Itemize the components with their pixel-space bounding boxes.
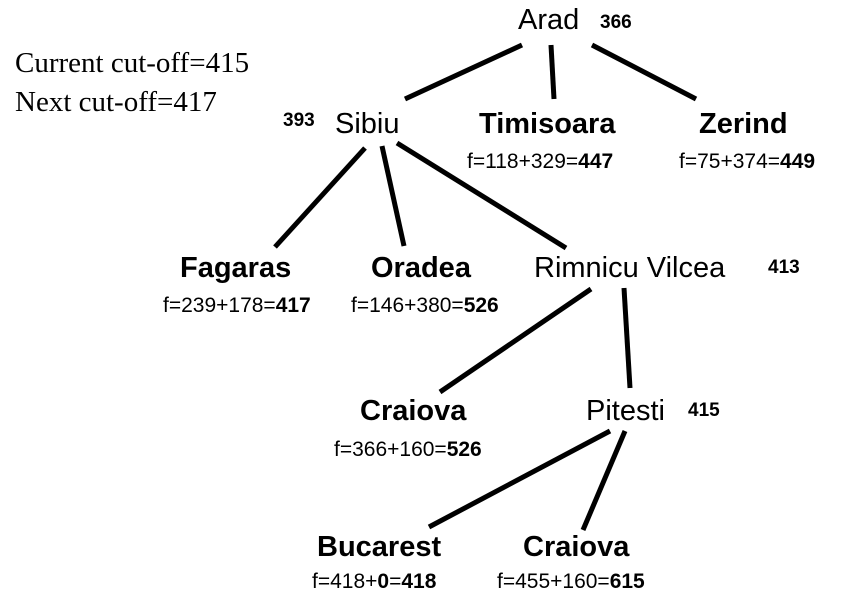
node-bucarest-formula-a: f=418+ bbox=[312, 570, 377, 593]
node-timisoara-formula-prefix: f=118+329= bbox=[467, 150, 578, 173]
node-arad: Arad 366 bbox=[518, 4, 632, 36]
next-cutoff-label: Next cut-off=417 bbox=[15, 86, 217, 118]
node-bucarest-formula: f=418+0=418 bbox=[312, 570, 437, 593]
node-fagaras-formula: f=239+178=417 bbox=[163, 294, 311, 317]
node-craiova-rimnicu-formula: f=366+160=526 bbox=[334, 438, 482, 461]
edge-sibiu-oradea bbox=[379, 145, 407, 247]
node-bucarest: Bucarest f=418+0=418 bbox=[312, 531, 441, 593]
node-craiova-pitesti-formula-prefix: f=455+160= bbox=[497, 570, 610, 593]
node-craiova-pitesti-name: Craiova bbox=[523, 531, 630, 563]
node-sibiu: 393 Sibiu bbox=[283, 108, 400, 140]
node-craiova-pitesti: Craiova f=455+160=615 bbox=[497, 531, 645, 593]
node-zerind-formula-prefix: f=75+374= bbox=[679, 150, 780, 173]
edge-rimnicu-craiova bbox=[438, 286, 593, 395]
node-fagaras-formula-prefix: f=239+178= bbox=[163, 294, 276, 317]
edge-pitesti-bucarest bbox=[427, 428, 612, 530]
tree-edges bbox=[273, 42, 698, 531]
edge-arad-sibiu bbox=[403, 42, 524, 102]
node-zerind-formula: f=75+374=449 bbox=[679, 150, 815, 173]
node-fagaras: Fagaras f=239+178=417 bbox=[163, 252, 311, 317]
node-timisoara: Timisoara f=118+329=447 bbox=[467, 108, 616, 173]
node-bucarest-formula-c: = bbox=[389, 570, 401, 593]
node-craiova-rimnicu-formula-total: 526 bbox=[447, 438, 482, 461]
edge-sibiu-fagaras bbox=[273, 146, 367, 249]
node-oradea-name: Oradea bbox=[371, 252, 472, 284]
node-pitesti-value: 415 bbox=[688, 400, 720, 421]
node-oradea: Oradea f=146+380=526 bbox=[351, 252, 499, 317]
node-bucarest-formula-total: 418 bbox=[401, 570, 436, 593]
current-cutoff-label: Current cut-off=415 bbox=[15, 47, 249, 79]
node-bucarest-formula-b: 0 bbox=[377, 570, 389, 593]
node-craiova-pitesti-formula-total: 615 bbox=[610, 570, 645, 593]
node-oradea-formula: f=146+380=526 bbox=[351, 294, 499, 317]
node-craiova-pitesti-formula: f=455+160=615 bbox=[497, 570, 645, 593]
node-timisoara-formula-total: 447 bbox=[578, 150, 613, 173]
edge-rimnicu-pitesti bbox=[621, 287, 633, 389]
node-craiova-rimnicu: Craiova f=366+160=526 bbox=[334, 395, 482, 461]
node-fagaras-name: Fagaras bbox=[180, 252, 291, 284]
node-craiova-rimnicu-name: Craiova bbox=[360, 395, 467, 427]
node-timisoara-formula: f=118+329=447 bbox=[467, 150, 613, 173]
node-zerind: Zerind f=75+374=449 bbox=[679, 108, 815, 173]
node-arad-value: 366 bbox=[600, 12, 632, 33]
node-rimnicu-vilcea: Rimnicu Vilcea 413 bbox=[534, 252, 800, 284]
node-sibiu-name: Sibiu bbox=[335, 108, 400, 140]
edge-arad-timisoara bbox=[548, 44, 557, 100]
node-pitesti: Pitesti 415 bbox=[586, 395, 720, 427]
node-rimnicu-vilcea-name: Rimnicu Vilcea bbox=[534, 252, 726, 284]
node-bucarest-name: Bucarest bbox=[317, 531, 441, 563]
node-zerind-formula-total: 449 bbox=[780, 150, 815, 173]
node-zerind-name: Zerind bbox=[699, 108, 788, 140]
node-fagaras-formula-total: 417 bbox=[276, 294, 311, 317]
edge-pitesti-craiova bbox=[580, 430, 628, 531]
node-oradea-formula-total: 526 bbox=[464, 294, 499, 317]
node-rimnicu-vilcea-value: 413 bbox=[768, 257, 800, 278]
node-craiova-rimnicu-formula-prefix: f=366+160= bbox=[334, 438, 447, 461]
node-oradea-formula-prefix: f=146+380= bbox=[351, 294, 464, 317]
edge-sibiu-rimnicu bbox=[395, 140, 568, 251]
node-sibiu-value: 393 bbox=[283, 110, 315, 131]
node-pitesti-name: Pitesti bbox=[586, 395, 665, 427]
edge-arad-zerind bbox=[590, 42, 698, 102]
node-arad-name: Arad bbox=[518, 4, 579, 36]
node-timisoara-name: Timisoara bbox=[479, 108, 616, 140]
